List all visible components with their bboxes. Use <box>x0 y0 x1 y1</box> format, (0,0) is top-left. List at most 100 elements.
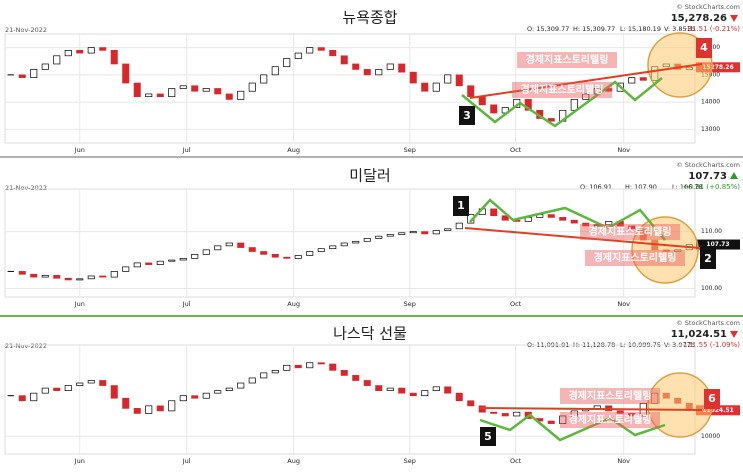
last-price: 107.73 <box>688 171 727 182</box>
candle <box>156 405 164 412</box>
candle <box>616 410 624 414</box>
chart-title: 나스닥 선물 <box>333 325 407 343</box>
annotation-number: 4 <box>700 41 708 54</box>
candle <box>179 85 187 89</box>
candle <box>455 222 463 230</box>
candle <box>133 408 141 414</box>
candle <box>53 55 61 65</box>
candle <box>593 405 601 409</box>
candle <box>237 90 245 100</box>
trend-line <box>469 63 703 99</box>
candle <box>421 82 429 92</box>
candle <box>214 245 222 251</box>
candle <box>570 410 578 417</box>
candle <box>179 257 187 261</box>
candle <box>547 118 555 122</box>
last-price: 15,278.26 <box>671 13 727 24</box>
candle <box>110 49 118 65</box>
ohlc-open: O: 15,309.77 <box>527 25 569 33</box>
change: -121.55 (-1.09%) <box>681 341 741 349</box>
x-tick-label: Oct <box>510 300 522 308</box>
candle <box>41 63 49 70</box>
candle <box>225 242 233 247</box>
candle <box>467 400 475 407</box>
candle <box>260 251 268 255</box>
candle <box>455 74 463 87</box>
candle <box>340 369 348 376</box>
candle <box>570 219 578 224</box>
candle <box>260 372 268 379</box>
candle <box>214 390 222 394</box>
ohlc-volume: V: 3.851b <box>664 25 695 33</box>
candle <box>421 390 429 397</box>
x-tick-label: Jun <box>74 457 85 465</box>
candle <box>317 362 325 365</box>
candle <box>225 93 233 100</box>
watermark: 경제지표스토리텔링 <box>589 225 672 238</box>
candle <box>110 385 118 399</box>
candle <box>248 247 256 252</box>
candle <box>363 380 371 386</box>
ohlc-open: O: 106.91 <box>580 183 612 191</box>
candle <box>133 262 141 268</box>
y-tick-label: 14000 <box>701 99 720 106</box>
x-tick-label: Oct <box>510 457 522 465</box>
annotation-number: 1 <box>457 199 465 212</box>
watermark: 경제지표스토리텔링 <box>569 413 652 426</box>
candle <box>283 364 291 371</box>
watermark-box <box>560 388 660 404</box>
candle <box>329 49 337 57</box>
last-value-box <box>696 62 740 73</box>
candle <box>99 275 107 278</box>
candle <box>225 387 233 391</box>
candle <box>421 231 429 235</box>
number-box <box>453 196 469 216</box>
candle <box>432 386 440 391</box>
candle <box>306 47 314 54</box>
candle <box>398 63 406 73</box>
x-tick-label: Jun <box>74 300 85 308</box>
candle <box>386 63 394 70</box>
candle <box>513 411 521 417</box>
candle <box>18 395 26 402</box>
copyright: © StockCharts.com <box>676 161 740 169</box>
candle <box>53 275 61 279</box>
x-tick-label: Sep <box>404 146 416 154</box>
candle <box>18 271 26 275</box>
candle <box>122 63 130 84</box>
candle <box>547 420 555 424</box>
candle <box>547 214 555 218</box>
x-tick-label: Oct <box>510 146 522 154</box>
ohlc-low: L: 106.78 <box>672 183 703 191</box>
x-tick-label: Jul <box>182 457 191 465</box>
change: -31.51 (-0.21%) <box>685 25 740 33</box>
y-tick-label: 10000 <box>701 433 720 440</box>
change-arrow <box>730 15 738 22</box>
candle <box>628 413 636 417</box>
candle <box>53 387 61 391</box>
candle <box>398 232 406 235</box>
last-value-label: 107.73 <box>706 241 729 248</box>
x-tick-label: Sep <box>404 300 416 308</box>
candle <box>478 96 486 106</box>
candle <box>352 375 360 381</box>
annotation-number: 6 <box>708 392 716 405</box>
candle <box>18 74 26 78</box>
chart-title: 미달러 <box>349 167 390 185</box>
candle <box>363 238 371 242</box>
number-box <box>459 106 475 125</box>
candle <box>317 47 325 51</box>
candle <box>317 248 325 252</box>
candle <box>375 235 383 239</box>
candle <box>352 240 360 244</box>
candle <box>87 47 95 54</box>
trend-line <box>464 227 701 249</box>
last-value-label: 11024.51 <box>702 407 734 414</box>
candle <box>605 221 613 226</box>
candle <box>294 255 302 259</box>
candle <box>76 382 84 386</box>
candle <box>145 405 153 414</box>
candle <box>467 85 475 98</box>
candle <box>271 369 279 374</box>
